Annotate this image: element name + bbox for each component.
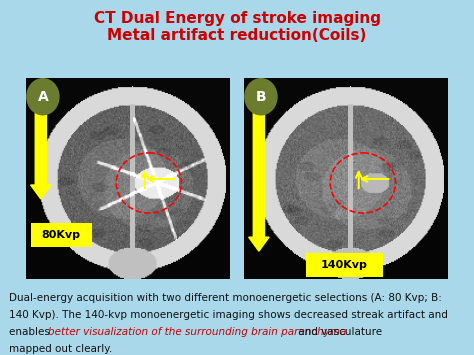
Text: 140 Kvp). The 140-kvp monoenergetic imaging shows decreased streak artifact and: 140 Kvp). The 140-kvp monoenergetic imag… [9, 310, 448, 320]
Text: and vasculature: and vasculature [295, 327, 382, 337]
Text: B: B [255, 90, 266, 104]
Text: 80Kvp: 80Kvp [42, 230, 81, 240]
Text: mapped out clearly.: mapped out clearly. [9, 344, 113, 354]
FancyBboxPatch shape [306, 253, 383, 277]
Text: A: A [37, 90, 48, 104]
Text: 140Kvp: 140Kvp [321, 260, 368, 270]
FancyBboxPatch shape [31, 223, 92, 247]
Text: better visualization of the surrounding brain parenchyma: better visualization of the surrounding … [48, 327, 346, 337]
FancyArrow shape [249, 95, 269, 251]
Text: enables: enables [9, 327, 54, 337]
Text: Dual-energy acquisition with two different monoenergetic selections (A: 80 Kvp; : Dual-energy acquisition with two differe… [9, 293, 442, 303]
Circle shape [245, 79, 277, 115]
Text: CT Dual Energy of stroke imaging
Metal artifact reduction(Coils): CT Dual Energy of stroke imaging Metal a… [93, 11, 381, 43]
FancyArrow shape [31, 95, 51, 199]
Circle shape [27, 79, 59, 115]
